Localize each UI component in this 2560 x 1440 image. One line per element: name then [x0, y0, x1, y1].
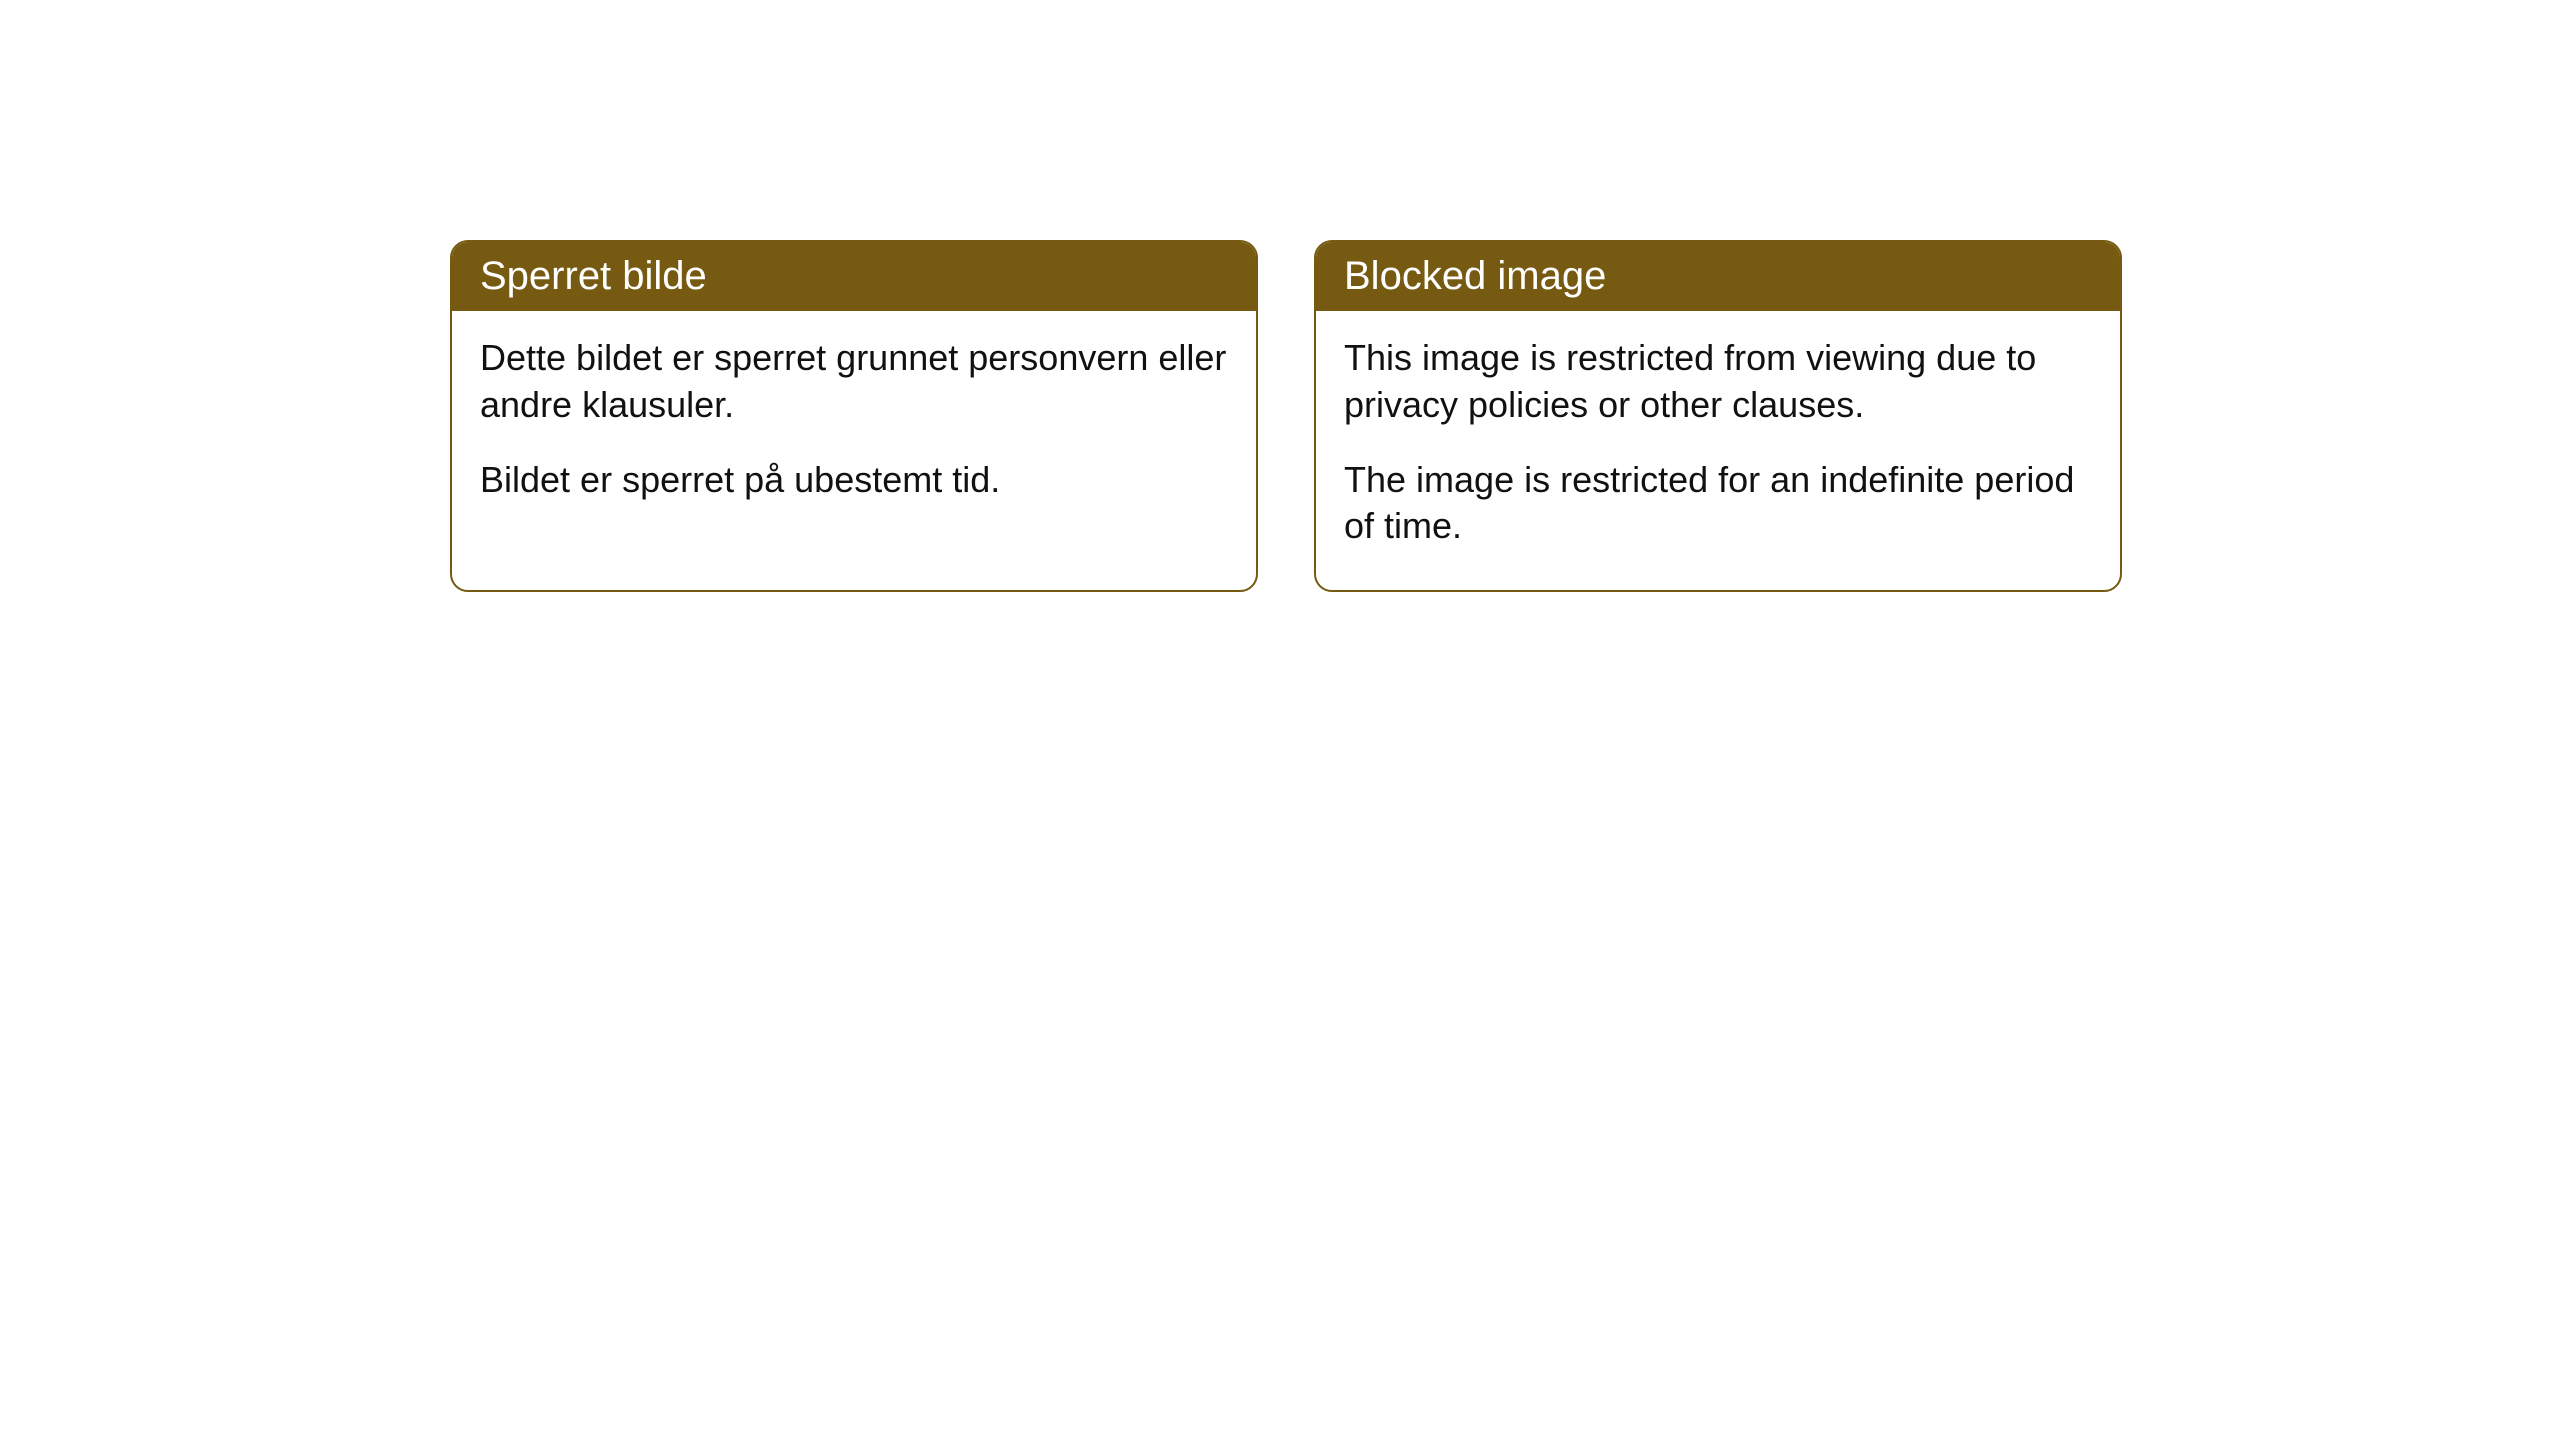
notice-container: Sperret bilde Dette bildet er sperret gr…: [0, 0, 2560, 592]
notice-header-norwegian: Sperret bilde: [452, 242, 1256, 311]
notice-body-norwegian: Dette bildet er sperret grunnet personve…: [452, 311, 1256, 543]
notice-paragraph: Bildet er sperret på ubestemt tid.: [480, 457, 1228, 504]
notice-paragraph: The image is restricted for an indefinit…: [1344, 457, 2092, 551]
notice-header-english: Blocked image: [1316, 242, 2120, 311]
notice-paragraph: This image is restricted from viewing du…: [1344, 335, 2092, 429]
notice-card-norwegian: Sperret bilde Dette bildet er sperret gr…: [450, 240, 1258, 592]
notice-card-english: Blocked image This image is restricted f…: [1314, 240, 2122, 592]
notice-paragraph: Dette bildet er sperret grunnet personve…: [480, 335, 1228, 429]
notice-body-english: This image is restricted from viewing du…: [1316, 311, 2120, 590]
